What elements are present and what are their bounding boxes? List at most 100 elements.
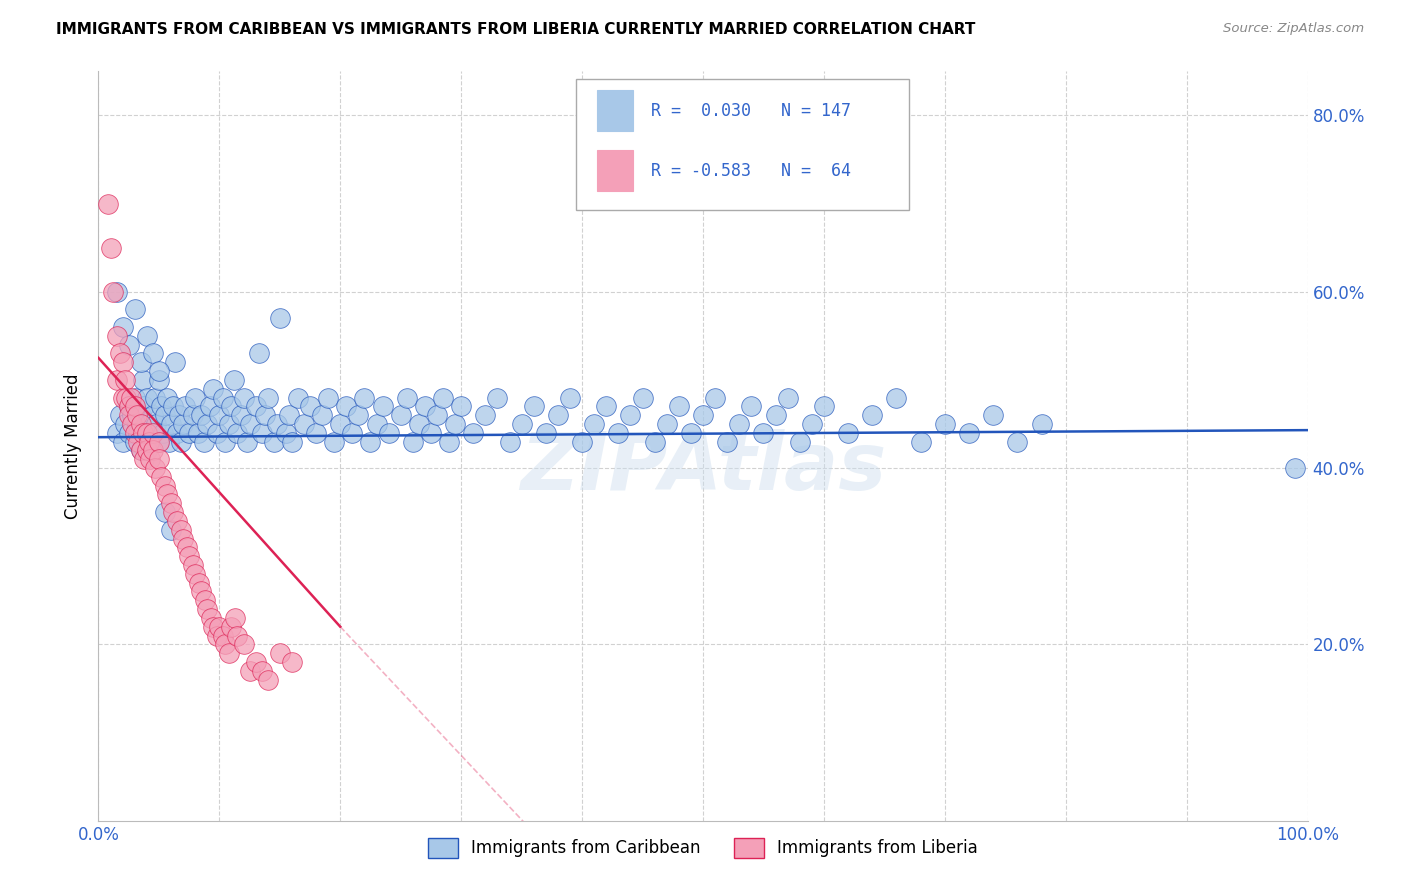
- Point: [166, 514, 188, 528]
- Point: [108, 408, 131, 422]
- Point: [212, 391, 235, 405]
- Point: [132, 373, 155, 387]
- Bar: [596, 90, 633, 131]
- Point: [150, 400, 173, 414]
- Text: R = -0.583   N =  64: R = -0.583 N = 64: [651, 161, 851, 179]
- Point: [124, 434, 146, 449]
- Point: [957, 425, 980, 440]
- Point: [316, 391, 339, 405]
- Point: [595, 400, 617, 414]
- Point: [160, 417, 183, 431]
- Point: [163, 355, 186, 369]
- Point: [135, 328, 157, 343]
- Text: IMMIGRANTS FROM CARIBBEAN VS IMMIGRANTS FROM LIBERIA CURRENTLY MARRIED CORRELATI: IMMIGRANTS FROM CARIBBEAN VS IMMIGRANTS …: [56, 22, 976, 37]
- Point: [153, 505, 176, 519]
- Point: [752, 425, 775, 440]
- Legend: Immigrants from Caribbean, Immigrants from Liberia: Immigrants from Caribbean, Immigrants fr…: [422, 831, 984, 864]
- Point: [142, 425, 165, 440]
- Text: R =  0.030   N = 147: R = 0.030 N = 147: [651, 102, 851, 120]
- Point: [981, 408, 1004, 422]
- Point: [127, 408, 149, 422]
- Point: [156, 487, 179, 501]
- Point: [510, 417, 533, 431]
- Point: [353, 391, 375, 405]
- Point: [232, 391, 254, 405]
- Point: [153, 408, 176, 422]
- Point: [728, 417, 751, 431]
- Point: [129, 408, 152, 422]
- Point: [118, 337, 141, 351]
- Point: [655, 417, 678, 431]
- Point: [377, 425, 399, 440]
- Point: [143, 391, 166, 405]
- Point: [256, 673, 278, 687]
- Point: [129, 443, 152, 458]
- Point: [266, 417, 288, 431]
- Point: [716, 434, 738, 449]
- Point: [148, 364, 170, 378]
- Point: [118, 408, 141, 422]
- Text: ZIPAtlas: ZIPAtlas: [520, 429, 886, 508]
- Point: [169, 434, 191, 449]
- Y-axis label: Currently Married: Currently Married: [65, 373, 83, 519]
- Point: [121, 417, 143, 431]
- Point: [114, 417, 136, 431]
- Point: [278, 408, 301, 422]
- Point: [498, 434, 520, 449]
- Point: [124, 425, 146, 440]
- Point: [118, 400, 141, 414]
- Point: [187, 425, 209, 440]
- Point: [224, 611, 246, 625]
- Point: [450, 400, 472, 414]
- Point: [789, 434, 811, 449]
- Point: [305, 425, 328, 440]
- Point: [239, 417, 262, 431]
- Point: [105, 373, 128, 387]
- Point: [281, 655, 304, 669]
- Point: [218, 646, 240, 660]
- Point: [776, 391, 799, 405]
- Point: [631, 391, 654, 405]
- Point: [129, 355, 152, 369]
- Point: [157, 434, 180, 449]
- Point: [143, 461, 166, 475]
- Point: [547, 408, 569, 422]
- Point: [127, 434, 149, 449]
- Point: [121, 408, 143, 422]
- Point: [160, 496, 183, 510]
- Point: [413, 400, 436, 414]
- Point: [292, 417, 315, 431]
- Point: [108, 346, 131, 360]
- Point: [402, 434, 425, 449]
- Point: [148, 452, 170, 467]
- Point: [704, 391, 727, 405]
- Point: [97, 196, 120, 211]
- Point: [886, 391, 908, 405]
- Point: [184, 566, 207, 581]
- Point: [111, 320, 134, 334]
- Point: [232, 637, 254, 651]
- Point: [226, 628, 249, 642]
- Point: [299, 400, 322, 414]
- Point: [360, 434, 382, 449]
- Point: [105, 328, 128, 343]
- Point: [148, 373, 170, 387]
- Text: Source: ZipAtlas.com: Source: ZipAtlas.com: [1223, 22, 1364, 36]
- Point: [169, 523, 191, 537]
- Point: [202, 620, 225, 634]
- Point: [179, 425, 201, 440]
- Point: [205, 628, 228, 642]
- Point: [200, 611, 222, 625]
- Point: [619, 408, 641, 422]
- Point: [142, 425, 165, 440]
- Point: [1284, 461, 1306, 475]
- Point: [135, 443, 157, 458]
- Point: [135, 425, 157, 440]
- Point: [813, 400, 835, 414]
- Point: [118, 400, 141, 414]
- Point: [138, 417, 160, 431]
- Point: [169, 408, 191, 422]
- Point: [100, 241, 122, 255]
- Point: [190, 408, 212, 422]
- Point: [205, 425, 228, 440]
